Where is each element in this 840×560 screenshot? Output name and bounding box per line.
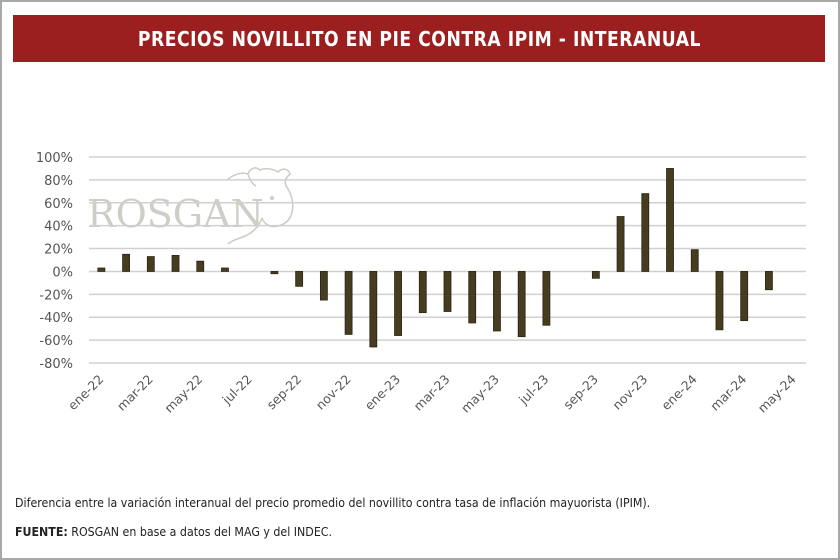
y-tick-label: 40%: [44, 220, 73, 235]
bar-feb-22: [122, 253, 130, 272]
y-tick-label: -20%: [39, 288, 73, 303]
bar-feb-23: [418, 271, 427, 314]
y-tick-label: 0%: [52, 265, 73, 280]
bar-feb-24: [715, 271, 724, 331]
x-tick-label: may-24: [755, 371, 799, 415]
x-tick-label: ene-24: [658, 371, 700, 413]
bar-jun-22: [221, 267, 229, 272]
bar-sep-23: [591, 271, 600, 279]
x-tick-label: ene-23: [362, 372, 404, 414]
y-tick-label: -60%: [39, 334, 73, 349]
source-line: FUENTE: ROSGAN en base a datos del MAG y…: [15, 525, 332, 539]
x-tick-label: sep-23: [560, 372, 601, 413]
bar-jun-23: [517, 271, 526, 338]
x-tick-label: jul-22: [219, 372, 255, 408]
y-tick-label: 20%: [44, 243, 73, 258]
bar-abr-23: [468, 271, 477, 324]
x-tick-label: ene-22: [65, 372, 107, 414]
x-tick-label: sep-22: [264, 372, 305, 413]
x-tick-label: nov-22: [313, 372, 354, 413]
bar-may-23: [493, 271, 501, 332]
y-tick-label: 80%: [44, 174, 73, 189]
y-tick-label: -40%: [39, 311, 73, 326]
x-tick-label: nov-23: [609, 372, 650, 413]
bars: [97, 168, 773, 348]
y-tick-label: -80%: [39, 357, 73, 372]
title-banner: PRECIOS NOVILLITO EN PIE CONTRA IPIM - I…: [13, 15, 825, 62]
bar-ago-22: [270, 271, 279, 275]
bar-jul-23: [542, 271, 551, 326]
bar-oct-22: [319, 271, 328, 301]
x-tick-label: jul-23: [515, 372, 551, 408]
watermark-text: ROSGAN: [87, 192, 264, 236]
bar-nov-23: [641, 193, 650, 272]
chart-title: PRECIOS NOVILLITO EN PIE CONTRA IPIM - I…: [137, 26, 701, 51]
y-axis-labels: 100% 80% 60% 40% 20% 0% -20% -40% -60% -80%: [36, 151, 73, 372]
bar-ene-23: [394, 271, 402, 336]
bar-abr-22: [171, 255, 180, 272]
x-tick-label: mar-24: [707, 371, 749, 413]
bar-dic-22: [369, 271, 378, 348]
bar-nov-22: [344, 271, 353, 335]
bar-mar-23: [443, 271, 452, 312]
chart-note: Diferencia entre la variación interanual…: [15, 496, 651, 510]
bar-oct-23: [616, 216, 625, 272]
y-tick-label: 100%: [36, 151, 73, 166]
bar-abr-24: [765, 271, 773, 291]
bar-mar-22: [146, 256, 155, 272]
source-text: ROSGAN en base a datos del MAG y del IND…: [67, 525, 333, 539]
x-tick-label: may-22: [161, 372, 205, 416]
x-tick-label: mar-22: [114, 372, 156, 414]
x-tick-label: mar-23: [410, 372, 452, 414]
source-label: FUENTE:: [15, 525, 68, 539]
x-axis-labels: ene-22 mar-22 may-22 jul-22 sep-22 nov-22 ene-…: [65, 371, 799, 415]
bar-mar-24: [740, 271, 749, 322]
x-tick-label: may-23: [458, 372, 502, 416]
bar-sep-22: [295, 271, 304, 287]
bar-may-22: [196, 260, 205, 272]
y-tick-label: 60%: [44, 197, 73, 212]
bar-ene-24: [690, 249, 699, 272]
bar-dic-23: [666, 168, 674, 272]
bar-ene-22: [97, 267, 106, 272]
